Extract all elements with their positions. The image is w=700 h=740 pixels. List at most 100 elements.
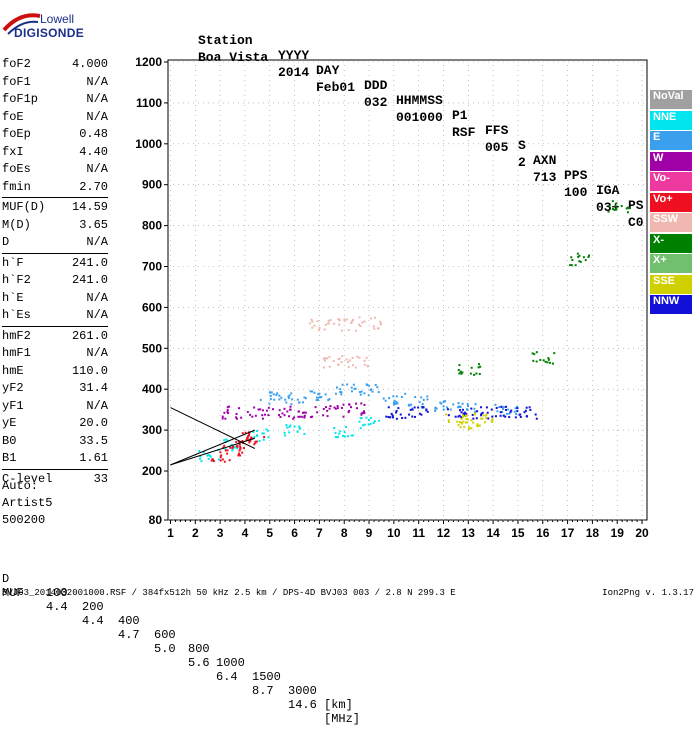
data-point (384, 399, 387, 402)
parameter-panel: foF2 4.000 foF1 N/A foF1p N/A foE N/A foEp 0.48 fx… (2, 56, 108, 488)
data-point (535, 417, 538, 420)
data-point (347, 328, 350, 331)
data-point (287, 397, 290, 400)
parameter-name: fxI (2, 144, 24, 159)
y-tick-label: 500 (142, 341, 162, 355)
parameter-value: 33.5 (79, 433, 108, 448)
data-point (241, 432, 244, 435)
data-point (457, 368, 460, 371)
data-point (256, 434, 259, 437)
data-point (345, 318, 348, 321)
data-point (287, 415, 290, 418)
header-station-label: Station (198, 33, 253, 48)
data-point (226, 410, 229, 413)
data-point (337, 358, 340, 361)
data-point (539, 358, 542, 361)
data-point (377, 391, 380, 394)
data-point (373, 316, 376, 319)
data-point (360, 402, 363, 405)
data-point (267, 436, 270, 439)
data-point (578, 260, 581, 263)
data-point (399, 413, 402, 416)
parameter-row: MUF(D) 14.59 (2, 199, 108, 217)
data-point (392, 403, 395, 406)
data-point (409, 408, 412, 411)
data-point (346, 383, 349, 386)
data-point (478, 363, 481, 366)
data-point (328, 407, 331, 410)
data-point (500, 405, 503, 408)
data-point (588, 254, 591, 257)
data-point (228, 459, 231, 462)
data-point (496, 410, 499, 413)
data-point (336, 407, 339, 410)
data-point (345, 426, 348, 429)
data-point (466, 403, 469, 406)
data-point (308, 322, 311, 325)
data-point (363, 392, 366, 395)
data-point (480, 412, 483, 415)
data-point (421, 403, 424, 406)
data-point (576, 252, 579, 255)
parameter-row: fxI 4.40 (2, 144, 108, 162)
data-point (391, 414, 394, 417)
data-point (209, 454, 212, 457)
data-point (360, 390, 363, 393)
parameter-row: fmin 2.70 (2, 179, 108, 197)
data-point (570, 256, 573, 259)
data-point (251, 415, 254, 418)
data-point (286, 410, 289, 413)
data-point (440, 402, 443, 405)
data-point (324, 393, 327, 396)
data-point (476, 423, 479, 426)
parameter-value: N/A (86, 398, 108, 413)
parameter-value: 110.0 (71, 363, 108, 378)
data-point (281, 412, 284, 415)
data-point (278, 409, 281, 412)
data-point (347, 365, 350, 368)
data-point (462, 414, 465, 417)
data-point (262, 432, 265, 435)
data-point (459, 409, 462, 412)
x-tick-label: 18 (586, 526, 600, 540)
data-point (283, 414, 286, 417)
data-point (299, 427, 302, 430)
parameter-name: h`E (2, 290, 24, 305)
data-point (531, 352, 534, 355)
data-point (269, 394, 272, 397)
data-point (363, 410, 366, 413)
data-point (352, 364, 355, 367)
parameter-name: fmin (2, 179, 31, 194)
legend-item: Vo- (650, 172, 692, 191)
data-point (340, 393, 343, 396)
parameter-row: D N/A (2, 234, 108, 252)
data-point (485, 417, 488, 420)
parameter-row: h`F 241.0 (2, 255, 108, 273)
data-point (587, 256, 590, 259)
data-point (338, 357, 341, 360)
data-point (223, 444, 226, 447)
data-point (354, 387, 357, 390)
header-ps-value: C0 (628, 215, 644, 230)
data-point (338, 323, 341, 326)
x-tick-label: 2 (192, 526, 199, 540)
data-point (334, 435, 337, 438)
data-point (296, 398, 299, 401)
data-point (303, 416, 306, 419)
data-point (288, 431, 291, 434)
data-point (221, 417, 224, 420)
data-point (504, 408, 507, 411)
data-point (318, 327, 321, 330)
data-point (351, 320, 354, 323)
data-point (211, 458, 214, 461)
parameter-value: 0.48 (79, 127, 108, 141)
data-point (467, 404, 470, 407)
data-point (350, 386, 353, 389)
data-point (238, 449, 241, 452)
data-point (458, 421, 461, 424)
data-point (237, 454, 240, 457)
data-point (404, 416, 407, 419)
data-point (502, 408, 505, 411)
data-point (458, 372, 461, 375)
x-tick-label: 13 (462, 526, 476, 540)
